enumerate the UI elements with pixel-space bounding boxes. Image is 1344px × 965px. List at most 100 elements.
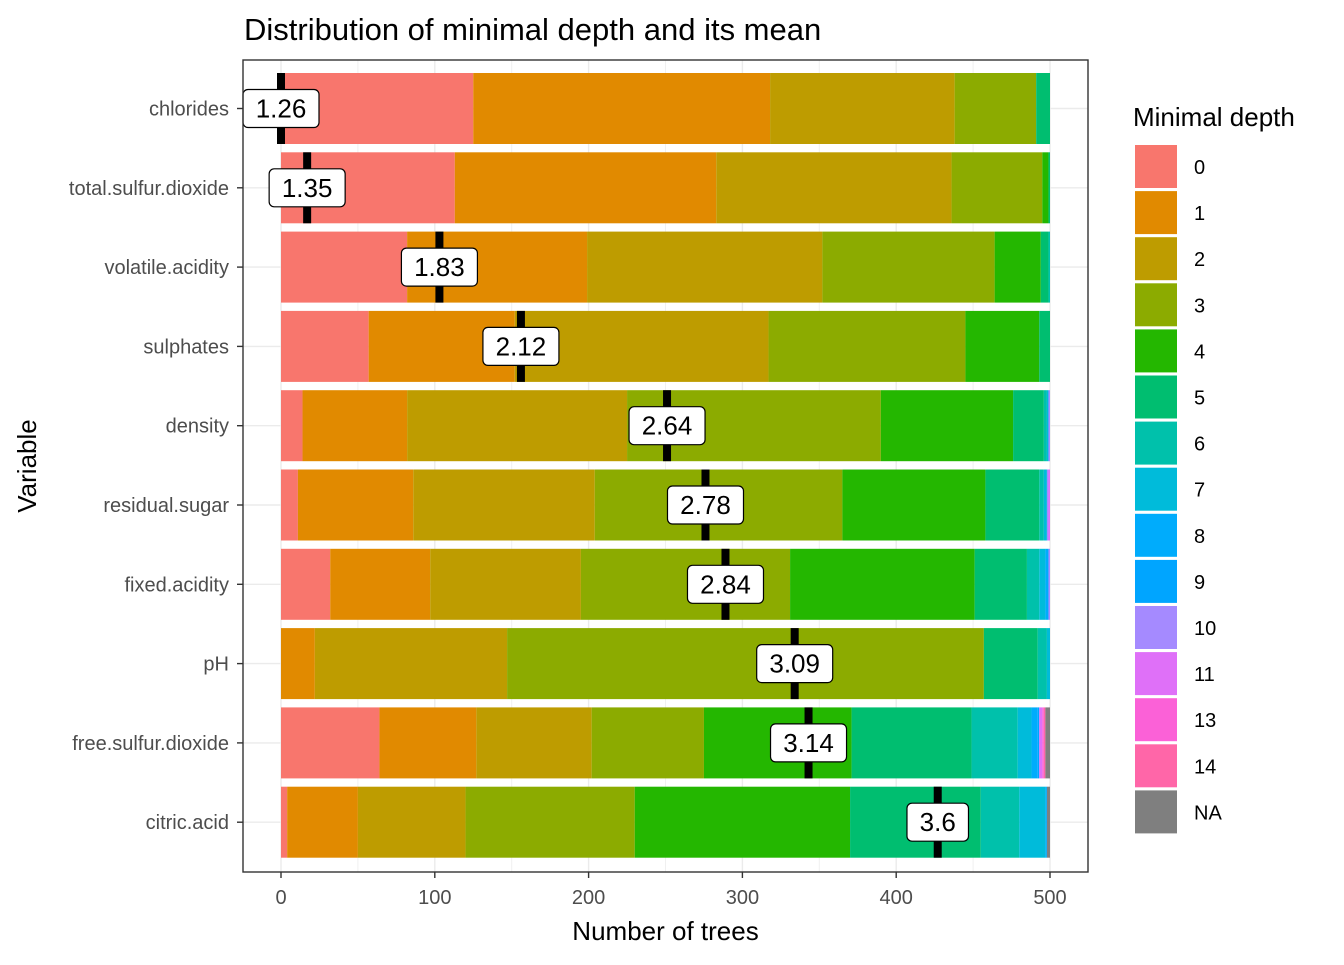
bar-segment <box>281 310 369 382</box>
bar-segment <box>1042 152 1049 224</box>
bar-segment <box>1046 628 1050 700</box>
bar-segment <box>634 786 851 858</box>
mean-label: 2.12 <box>496 331 547 361</box>
bar-segment <box>842 469 986 541</box>
legend-swatch <box>1135 698 1177 742</box>
legend-label: 1 <box>1194 203 1205 225</box>
legend-swatch <box>1135 559 1177 603</box>
chart-title: Distribution of minimal depth and its me… <box>244 12 821 47</box>
bar-segment <box>1037 628 1047 700</box>
legend-label: NA <box>1194 802 1222 824</box>
mean-label-box <box>666 485 745 525</box>
bar-segment <box>1046 469 1049 541</box>
bar-segment <box>587 231 823 303</box>
y-tick-label: density <box>166 416 229 438</box>
bar-segment <box>430 548 581 620</box>
bar-segment <box>297 469 414 541</box>
mean-label-box <box>756 643 834 684</box>
mean-label-box <box>906 802 970 842</box>
mean-label: 1.35 <box>282 173 333 203</box>
mean-label: 3.14 <box>783 728 834 758</box>
legend: Minimal depth 0 1 2 3 4 5 6 7 8 9 10 11 13 14 NA <box>1133 102 1295 834</box>
mean-label-box <box>686 564 765 604</box>
mean-markers: 1.26 1.35 1.83 2.12 2.64 2.78 2.84 3.09 3.14 3.6 <box>242 73 970 858</box>
y-tick-label: chlorides <box>149 99 229 121</box>
bar-segment <box>1026 548 1040 620</box>
legend-swatch <box>1135 375 1177 419</box>
bar-segment <box>1039 310 1050 382</box>
bar-segment <box>1046 390 1049 462</box>
bar-segment <box>851 707 972 779</box>
legend-label: 6 <box>1194 434 1205 456</box>
bar-segment <box>1043 469 1047 541</box>
bar-segment <box>1045 786 1047 858</box>
y-axis: chlorides total.sulfur.dioxide volatile.ac… <box>69 99 243 834</box>
legend-label: 9 <box>1194 572 1205 594</box>
x-tick-label: 500 <box>1033 887 1066 909</box>
bar-segment <box>1031 707 1038 779</box>
y-tick-label: residual.sugar <box>103 495 229 517</box>
bar-segment <box>1048 231 1050 303</box>
bar-segment <box>330 548 431 620</box>
mean-label-box <box>482 326 560 366</box>
y-tick-label: fixed.acidity <box>125 574 230 596</box>
bar-segment <box>1046 786 1050 858</box>
bar-segment <box>1039 707 1043 779</box>
bar-segment <box>1043 390 1047 462</box>
legend-label: 4 <box>1194 341 1205 363</box>
bar-segment <box>1039 469 1044 541</box>
legend-label: 14 <box>1194 756 1216 778</box>
x-tick-label: 300 <box>726 887 759 909</box>
bar-segment <box>974 548 1027 620</box>
bar-segment <box>314 628 508 700</box>
bar-segment <box>302 390 408 462</box>
legend-swatch <box>1135 145 1177 188</box>
mean-label: 2.84 <box>700 569 751 599</box>
legend-swatch <box>1135 744 1177 788</box>
legend-swatch <box>1135 513 1177 557</box>
bar-segment <box>716 152 952 224</box>
mean-label-box <box>400 247 479 287</box>
mean-label: 1.83 <box>414 252 465 282</box>
bar-segment <box>281 628 315 700</box>
bar-segment <box>281 469 298 541</box>
bar-segment <box>281 548 331 620</box>
bar-segment <box>880 390 1014 462</box>
bar-segment <box>1037 707 1040 779</box>
x-axis-title: Number of trees <box>572 916 758 946</box>
bar-segment <box>1045 548 1049 620</box>
legend-label: 10 <box>1194 618 1216 640</box>
legend-swatch <box>1135 790 1177 834</box>
mean-label-box <box>268 168 346 208</box>
legend-label: 11 <box>1194 664 1215 686</box>
y-tick-label: citric.acid <box>146 812 229 834</box>
bar-segment <box>965 310 1040 382</box>
legend-swatch <box>1135 329 1177 373</box>
bar-segment <box>1013 390 1044 462</box>
bar-segment <box>983 628 1038 700</box>
legend-swatch <box>1135 237 1177 281</box>
bar-segment <box>770 73 955 144</box>
mean-label: 1.26 <box>256 94 307 124</box>
legend-label: 5 <box>1194 388 1205 410</box>
y-tick-label: total.sulfur.dioxide <box>69 178 229 200</box>
plot-border <box>242 59 1089 873</box>
x-axis: 0 100 200 300 400 500 <box>275 872 1067 909</box>
legend-title: Minimal depth <box>1133 102 1295 132</box>
mean-label: 3.6 <box>920 807 956 837</box>
mean-label-box <box>628 406 706 446</box>
bar-segment <box>1036 73 1050 144</box>
legend-swatch <box>1135 283 1177 327</box>
bar-segment <box>454 152 717 224</box>
bar-segment <box>379 707 477 779</box>
bar-segment <box>413 469 595 541</box>
bar-segment <box>591 707 704 779</box>
bar-segment <box>822 231 995 303</box>
legend-swatch <box>1135 606 1177 649</box>
legend-swatch <box>1135 421 1177 465</box>
bar-segment <box>1048 469 1050 541</box>
legend-label: 0 <box>1194 157 1205 179</box>
mean-label-box <box>769 723 848 763</box>
legend-label: 3 <box>1194 295 1205 317</box>
